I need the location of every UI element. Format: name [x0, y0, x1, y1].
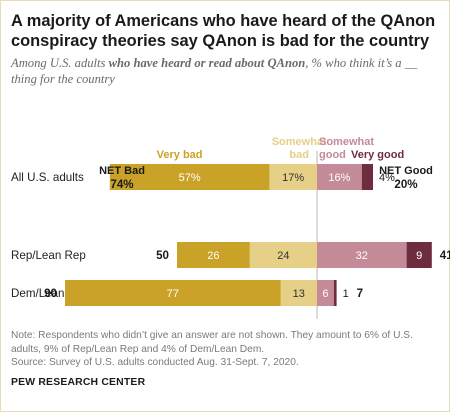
- legend-label-very-good: Very good: [351, 149, 404, 161]
- net-bad-header: NET Bad: [99, 165, 145, 177]
- data-label-very-good-all-u-s-adults: 4%: [379, 172, 395, 184]
- bar-somewhat-good-all-u-s-adults: [317, 164, 362, 190]
- bar-somewhat-bad-all-u-s-adults: [269, 164, 317, 190]
- chart-note: Note: Respondents who didn’t give an ans…: [11, 330, 413, 355]
- pew-research-center-logo: PEW RESEARCH CENTER: [11, 377, 146, 388]
- bar-very-good-rep-lean-rep: [406, 242, 432, 268]
- bar-very-bad-rep-lean-rep: [177, 242, 250, 268]
- bar-very-bad-all-u-s-adults: [109, 164, 270, 190]
- data-label-very-bad-dem-lean-dem: 77: [167, 288, 179, 300]
- data-label-very-good-rep-lean-rep: 9: [416, 250, 422, 262]
- category-label-all-u-s-adults: All U.S. adults: [11, 171, 84, 184]
- data-label-somewhat-good-all-u-s-adults: 16%: [328, 172, 350, 184]
- net-bad-value-rep-lean-rep: 50: [156, 249, 169, 262]
- data-label-somewhat-good-dem-lean-dem: 6: [322, 288, 328, 300]
- net-good-header: NET Good: [379, 165, 433, 177]
- legend-label-somewhat-good-line-1: Somewhat: [319, 136, 374, 148]
- legend-label-somewhat-bad-line-1: Somewhat: [272, 136, 327, 148]
- net-bad-value-all-u-s-adults: 74%: [110, 178, 133, 191]
- data-label-somewhat-bad-dem-lean-dem: 13: [293, 288, 305, 300]
- data-label-somewhat-good-rep-lean-rep: 32: [356, 250, 368, 262]
- data-label-somewhat-bad-all-u-s-adults: 17%: [282, 172, 304, 184]
- net-good-value-all-u-s-adults: 20%: [394, 178, 417, 191]
- bar-somewhat-good-rep-lean-rep: [317, 242, 407, 268]
- bar-very-good-all-u-s-adults: [361, 164, 373, 190]
- bar-very-good-dem-lean-dem: [333, 280, 337, 306]
- bar-somewhat-bad-rep-lean-rep: [249, 242, 317, 268]
- net-good-value-rep-lean-rep: 41: [440, 249, 450, 262]
- subtitle-emphasis: who have heard or read about QAnon: [108, 56, 306, 70]
- legend-label-very-bad: Very bad: [157, 149, 203, 161]
- net-good-value-dem-lean-dem: 7: [357, 287, 363, 300]
- legend-label-somewhat-good-line-2: good: [319, 149, 346, 161]
- data-label-very-bad-all-u-s-adults: 57%: [179, 172, 201, 184]
- data-label-somewhat-bad-rep-lean-rep: 24: [277, 250, 289, 262]
- chart-subtitle: Among U.S. adults who have heard or read…: [11, 55, 443, 87]
- subtitle-text-end: , % who think it’s a __ thing for the co…: [11, 56, 418, 86]
- bar-very-bad-dem-lean-dem: [65, 280, 281, 306]
- chart-source: Source: Survey of U.S. adults conducted …: [11, 357, 299, 368]
- bar-somewhat-bad-dem-lean-dem: [280, 280, 317, 306]
- data-label-very-bad-rep-lean-rep: 26: [207, 250, 219, 262]
- net-bad-value-dem-lean-dem: 90: [44, 287, 57, 300]
- subtitle-text-start: Among U.S. adults: [11, 56, 109, 70]
- category-label-rep-lean-rep: Rep/Lean Rep: [11, 249, 86, 262]
- legend-label-somewhat-bad-line-2: bad: [289, 149, 309, 161]
- data-label-very-good-dem-lean-dem: 1: [343, 288, 349, 300]
- chart-title: A majority of Americans who have heard o…: [11, 12, 436, 50]
- bar-somewhat-good-dem-lean-dem: [317, 280, 334, 306]
